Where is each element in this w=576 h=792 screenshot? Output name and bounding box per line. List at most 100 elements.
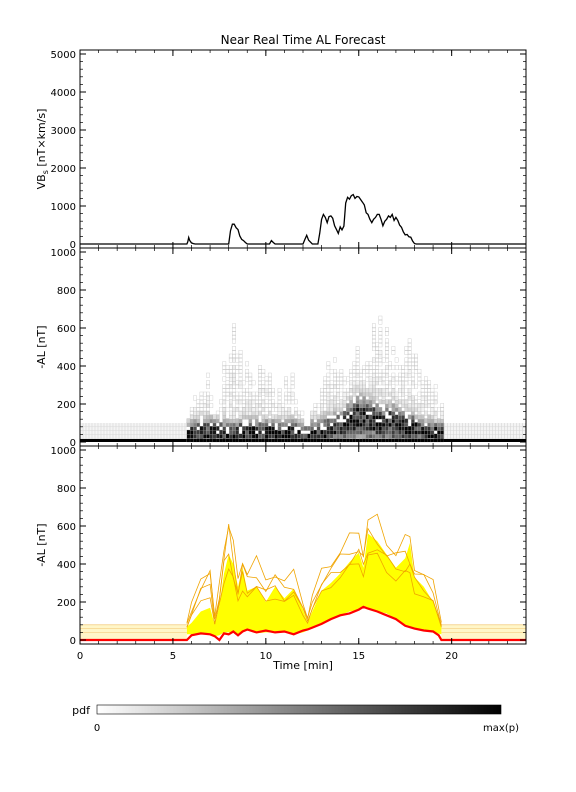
pdf-cell xyxy=(232,350,236,355)
pdf-base-cell xyxy=(394,439,399,442)
pdf-cell xyxy=(375,388,379,393)
pdf-cell xyxy=(355,350,360,355)
pdf-cell xyxy=(264,388,269,393)
pdf-cell xyxy=(372,323,376,329)
pdf-cell xyxy=(222,361,227,367)
pdf-cell xyxy=(417,369,422,374)
y-tick-label: 1000 xyxy=(51,446,76,457)
pdf-cell xyxy=(238,357,243,363)
pdf-base-cell xyxy=(199,439,204,442)
pdf-base-cell xyxy=(368,439,373,442)
pdf-cell xyxy=(258,422,262,427)
pdf-cell xyxy=(394,357,399,363)
pdf-cell xyxy=(209,426,214,431)
pdf-cell xyxy=(267,384,272,389)
pdf-cell xyxy=(228,391,233,397)
pdf-cell xyxy=(433,391,438,397)
y-tick-label: 0 xyxy=(70,240,76,251)
pdf-cell xyxy=(365,414,370,420)
pdf-cell xyxy=(267,380,272,386)
x-tick-label: 10 xyxy=(259,651,272,662)
pdf-cell xyxy=(388,399,392,405)
pdf-cell xyxy=(206,380,210,386)
x-tick-label: 20 xyxy=(445,651,458,662)
pdf-cell xyxy=(251,380,256,386)
y-tick-label: 400 xyxy=(57,560,76,571)
pdf-base-cell xyxy=(362,439,366,442)
vbs-series xyxy=(80,193,526,245)
pdf-base-cell xyxy=(222,439,226,442)
pdf-base-cell xyxy=(212,439,217,442)
pdf-cell xyxy=(427,414,431,420)
pdf-cell xyxy=(254,433,259,439)
pdf-base-cell xyxy=(316,439,321,442)
pdf-base-cell xyxy=(326,439,330,442)
pdf-cell xyxy=(290,384,295,389)
pdf-cell xyxy=(381,388,386,393)
y-tick-label: 3000 xyxy=(51,126,76,137)
pdf-cell xyxy=(300,418,305,424)
pdf-cell xyxy=(407,369,412,374)
pdf-cell xyxy=(235,418,240,424)
pdf-cell xyxy=(430,388,435,393)
pdf-cell xyxy=(202,391,207,397)
pdf-cell xyxy=(316,403,321,408)
pdf-cell xyxy=(368,376,373,382)
pdf-cell xyxy=(385,365,389,370)
pdf-cell xyxy=(261,433,266,439)
pdf-base-cell xyxy=(355,439,360,442)
pdf-cell xyxy=(407,350,412,355)
pdf-cell xyxy=(232,372,236,378)
pdf-cell xyxy=(336,414,340,420)
pdf-cell xyxy=(355,353,360,359)
y-tick-label: 0 xyxy=(70,636,76,647)
pdf-cell xyxy=(326,372,331,378)
pdf-cell xyxy=(313,407,318,412)
y-tick-label: 1000 xyxy=(51,248,76,259)
pdf-cell xyxy=(199,395,204,401)
pdf-cell xyxy=(368,414,373,420)
pdf-cell xyxy=(287,388,292,393)
pdf-cell xyxy=(391,346,396,351)
pdf-cell xyxy=(407,388,412,393)
pdf-cell xyxy=(365,372,370,378)
pdf-base-cell xyxy=(290,439,295,442)
pdf-cell xyxy=(339,391,344,397)
pdf-cell xyxy=(414,357,418,363)
pdf-cell xyxy=(238,433,243,439)
pdf-cell xyxy=(411,372,415,378)
pdf-cell xyxy=(339,372,344,378)
pdf-cell xyxy=(365,399,370,405)
pdf-cell xyxy=(206,372,210,378)
pdf-cell xyxy=(378,388,383,393)
pdf-cell xyxy=(245,361,249,367)
pdf-cell xyxy=(209,403,214,408)
y-tick-label: 600 xyxy=(57,522,76,533)
pdf-cell xyxy=(378,338,383,344)
pdf-cell xyxy=(199,426,204,431)
pdf-base-cell xyxy=(336,439,340,442)
pdf-cell xyxy=(245,388,249,393)
pdf-cell xyxy=(232,338,236,344)
pdf-cell xyxy=(433,384,438,389)
pdf-cell xyxy=(274,414,279,420)
pdf-cell xyxy=(355,346,360,351)
pdf-cell xyxy=(385,350,389,355)
pdf-base-cell xyxy=(274,439,278,442)
pdf-cell xyxy=(261,384,266,389)
pdf-cell xyxy=(245,399,249,405)
pdf-cell xyxy=(414,365,418,370)
pdf-cell xyxy=(368,361,373,367)
pdf-cell xyxy=(268,410,272,416)
pdf-cell xyxy=(196,429,201,435)
pdf-cell xyxy=(414,384,418,389)
pdf-cell xyxy=(212,414,217,420)
pdf-cell xyxy=(391,350,396,355)
pdf-cell xyxy=(414,422,418,427)
pdf-base-cell xyxy=(229,439,233,442)
pdf-cell xyxy=(274,429,279,435)
pdf-cell xyxy=(339,384,344,389)
pdf-cell xyxy=(232,323,236,329)
pdf-cell xyxy=(280,403,285,408)
